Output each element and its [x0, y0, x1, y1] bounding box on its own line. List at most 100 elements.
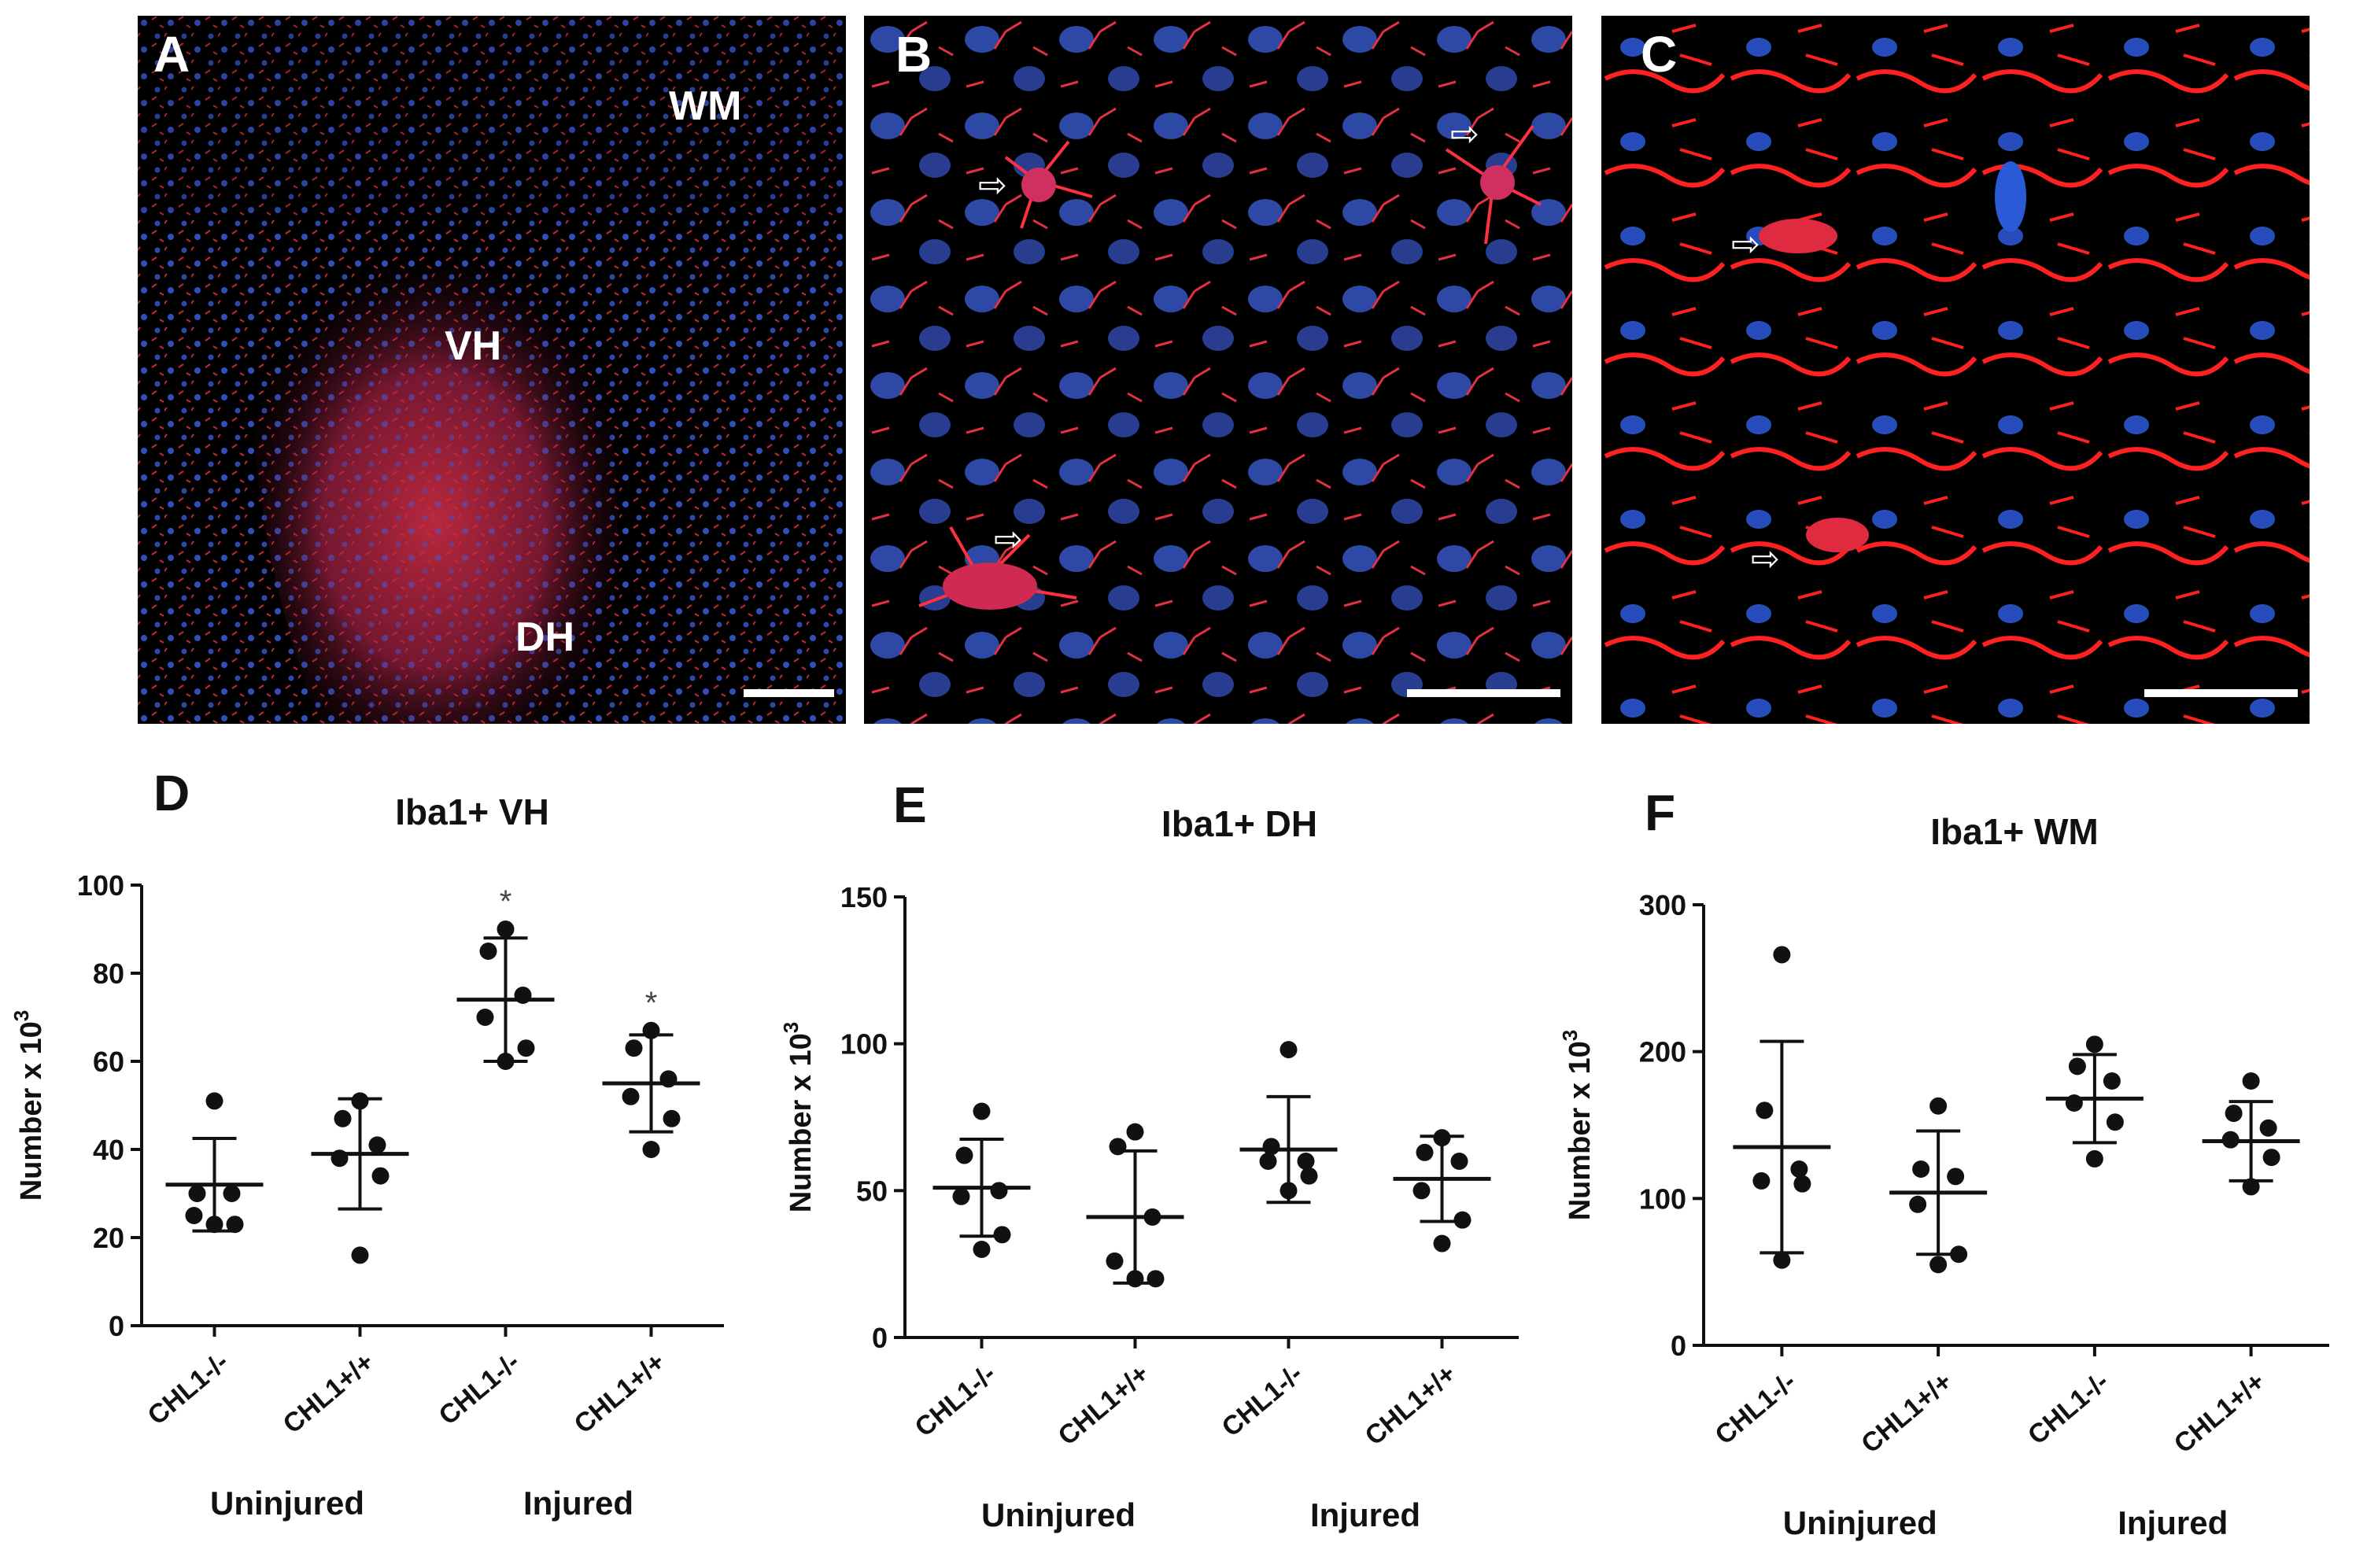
y-tick-label: 100 — [1639, 1182, 1686, 1215]
micrograph-panel-c: C ⇨ ⇨ — [1601, 16, 2310, 724]
x-tick-label: CHL1+/+ — [1053, 1359, 1155, 1452]
x-tick-label: CHL1+/+ — [278, 1347, 380, 1440]
data-point — [205, 1216, 223, 1234]
data-point — [955, 1146, 973, 1164]
data-point — [351, 1246, 369, 1264]
panel-c-letter: C — [1641, 26, 1678, 83]
scale-bar-b — [1407, 689, 1560, 697]
data-point — [497, 921, 515, 938]
data-point — [2242, 1072, 2260, 1090]
micrograph-panel-a: A WM VH DH — [138, 16, 846, 724]
data-point — [2242, 1178, 2260, 1196]
data-point — [1950, 1245, 1968, 1264]
group-label: Uninjured — [210, 1485, 364, 1522]
data-point — [476, 1009, 494, 1026]
arrow-icon: ⇨ — [978, 166, 1007, 205]
group-label: Uninjured — [981, 1496, 1135, 1533]
data-point — [1433, 1129, 1451, 1147]
data-point — [1297, 1153, 1315, 1170]
y-axis-label: Number x 103 — [779, 1022, 818, 1213]
data-point — [2225, 1105, 2243, 1123]
data-point — [2085, 1149, 2103, 1168]
y-tick-label: 50 — [856, 1175, 888, 1207]
y-tick-label: 0 — [872, 1322, 888, 1354]
chart-d-svg: D Iba1+ VH 0 20 40 60 80 100 Number x 103 CHL1-/-… — [9, 765, 724, 1522]
data-point — [1416, 1143, 1434, 1161]
chart-title: Iba1+ WM — [1930, 811, 2098, 852]
y-axis-label: Number x 103 — [1558, 1030, 1597, 1221]
x-tick-label: CHL1+/+ — [2169, 1367, 2271, 1459]
x-tick-label: CHL1-/- — [2022, 1367, 2114, 1451]
data-point — [479, 943, 497, 960]
y-tick-label: 0 — [1671, 1330, 1686, 1362]
y-tick-label: 150 — [840, 881, 888, 913]
data-point — [2068, 1057, 2086, 1075]
data-point — [185, 1207, 203, 1224]
data-point — [330, 1149, 349, 1168]
y-axis-label-superscript: 3 — [779, 1022, 803, 1033]
chart-panel-f: F Iba1+ WM 0 100 200 300 Number x 103 CHL1-/- CH… — [1542, 747, 2361, 1558]
data-point — [1929, 1256, 1948, 1274]
data-point — [497, 1053, 515, 1070]
region-label-dh: DH — [515, 614, 575, 660]
x-tick-label: CHL1+/+ — [1360, 1359, 1462, 1452]
chart-panel-d: D Iba1+ VH 0 20 40 60 80 100 Number x 103 CHL1-/-… — [0, 747, 755, 1558]
y-axis-label: Number x 103 — [9, 1010, 48, 1201]
data-point — [2103, 1072, 2121, 1090]
chart-e-svg: E Iba1+ DH 0 50 100 150 Number x 103 CHL1-/- CHL… — [779, 777, 1519, 1533]
arrow-icon: ⇨ — [994, 520, 1023, 559]
scale-bar-a — [744, 689, 834, 697]
data-point — [2259, 1119, 2277, 1137]
group-label: Injured — [1310, 1496, 1420, 1533]
data-point — [1909, 1195, 1927, 1213]
data-point — [1126, 1270, 1144, 1288]
data-point — [223, 1185, 241, 1202]
data-point — [1280, 1182, 1298, 1200]
data-point — [1929, 1097, 1948, 1115]
data-point — [1433, 1234, 1451, 1253]
data-point — [1106, 1252, 1124, 1270]
region-label-vh: VH — [445, 323, 502, 369]
group-label: Uninjured — [1783, 1504, 1937, 1541]
y-axis-label-superscript: 3 — [1558, 1030, 1582, 1041]
data-point — [1126, 1123, 1144, 1141]
panel-b-letter: B — [895, 26, 932, 83]
data-point — [990, 1182, 1008, 1200]
x-tick-label: CHL1+/+ — [569, 1347, 671, 1440]
arrow-icon: ⇨ — [1731, 225, 1760, 264]
y-tick-label: 60 — [93, 1046, 124, 1078]
panel-a-letter: A — [153, 26, 190, 83]
data-point — [351, 1092, 369, 1110]
data-point — [1259, 1153, 1277, 1170]
micrograph-a-image — [138, 16, 846, 724]
data-point — [1756, 1101, 1774, 1120]
data-point — [1773, 946, 1791, 964]
data-point — [1143, 1208, 1161, 1226]
group-label: Injured — [2118, 1504, 2228, 1541]
data-point — [1773, 1251, 1791, 1269]
group-label: Injured — [523, 1485, 633, 1522]
data-point — [1790, 1160, 1808, 1178]
data-point — [659, 1070, 678, 1088]
data-point — [368, 1136, 386, 1154]
data-point — [2262, 1149, 2280, 1167]
data-point — [371, 1167, 390, 1185]
arrow-icon: ⇨ — [1751, 540, 1780, 578]
data-point — [973, 1102, 991, 1120]
data-point — [1793, 1175, 1811, 1193]
data-point — [2221, 1131, 2240, 1149]
region-label-wm: WM — [669, 83, 742, 129]
data-point — [625, 1039, 643, 1057]
data-point — [1262, 1138, 1280, 1156]
y-tick-label: 100 — [840, 1028, 888, 1061]
y-tick-label: 20 — [93, 1222, 124, 1254]
x-tick-label: CHL1-/- — [910, 1359, 1002, 1443]
data-point — [663, 1109, 681, 1127]
data-point — [2085, 1035, 2103, 1053]
data-point — [1412, 1182, 1431, 1200]
data-point — [517, 1039, 535, 1057]
data-point — [1947, 1168, 1965, 1186]
y-tick-label: 300 — [1639, 889, 1686, 921]
data-point — [1280, 1041, 1298, 1059]
micrograph-c-image — [1601, 16, 2310, 724]
